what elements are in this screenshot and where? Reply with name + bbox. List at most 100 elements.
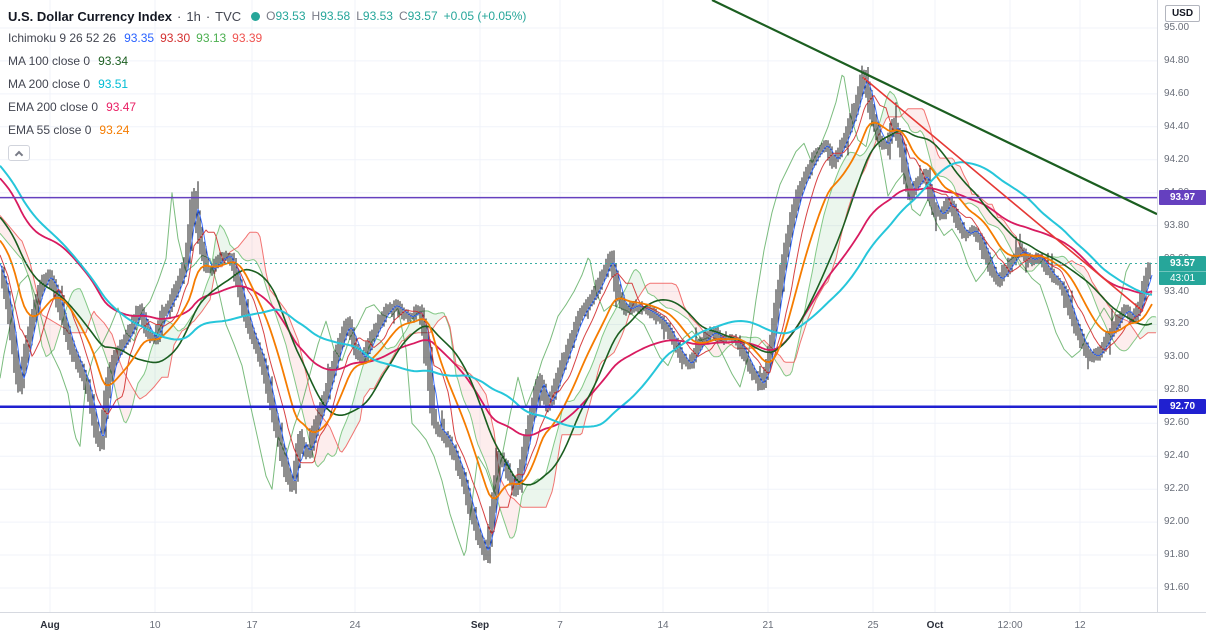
ichimoku-cloud [478, 382, 480, 450]
ichimoku-cloud [262, 248, 264, 280]
ichimoku-cloud [840, 163, 842, 241]
ichimoku-cloud [1080, 265, 1082, 275]
ichimoku-cloud [156, 331, 158, 385]
ichimoku-cloud [930, 127, 932, 167]
indicator-row-0[interactable]: Ichimoku 9 26 52 26 93.35 93.30 93.13 93.39 [8, 26, 526, 49]
ichimoku-cloud [164, 320, 166, 378]
ichimoku-cloud [778, 354, 780, 368]
indicator-value: 93.51 [98, 76, 129, 91]
ichimoku-cloud [588, 369, 590, 411]
indicator-row-1[interactable]: MA 100 close 0 93.34 [8, 49, 526, 72]
ichimoku-cloud [304, 364, 306, 427]
ichimoku-cloud [892, 93, 894, 117]
close-value: 93.57 [407, 9, 438, 23]
ichimoku-cloud [938, 154, 940, 177]
ichimoku-cloud [1108, 305, 1110, 336]
ichimoku-cloud [322, 416, 324, 463]
ichimoku-cloud [482, 388, 484, 459]
ichimoku-cloud [918, 108, 920, 133]
ichimoku-cloud [1004, 220, 1006, 240]
ichimoku-cloud [1156, 317, 1157, 333]
ichimoku-cloud [378, 339, 380, 382]
price-tick-label: 92.80 [1164, 384, 1190, 396]
ichimoku-cloud [650, 283, 652, 296]
ichimoku-cloud [906, 108, 908, 125]
ichimoku-cloud [382, 342, 384, 374]
ichimoku-cloud [636, 269, 638, 301]
ichimoku-cloud [1128, 321, 1130, 349]
ichimoku-cloud [838, 167, 840, 250]
ichimoku-cloud [604, 327, 606, 361]
ichimoku-cloud [946, 158, 948, 180]
time-axis[interactable]: Aug 10 17 24 Sep 7 14 21 25 Oct 12:00 12 [0, 612, 1206, 638]
ichimoku-cloud [524, 487, 526, 508]
indicator-row-2[interactable]: MA 200 close 0 93.51 [8, 72, 526, 95]
ichimoku-cloud [850, 152, 852, 203]
ichimoku-cloud [254, 232, 256, 262]
ichimoku-cloud [270, 289, 272, 305]
price-tick-label: 94.40 [1164, 120, 1190, 132]
ichimoku-cloud [658, 283, 660, 303]
symbol-title[interactable]: U.S. Dollar Currency Index [8, 8, 172, 24]
indicator-row-3[interactable]: EMA 200 close 0 93.47 [8, 95, 526, 118]
ichimoku-cloud [612, 312, 614, 355]
ichimoku-cloud [12, 229, 14, 251]
ichimoku-cloud [832, 183, 834, 271]
ichimoku-cloud [244, 237, 246, 261]
ichimoku-cloud [82, 292, 84, 333]
ichimoku-cloud [104, 322, 106, 358]
overlay-ma-100 [0, 130, 1153, 486]
trend-line-2[interactable] [862, 76, 1144, 312]
indicator-row-4[interactable]: EMA 55 close 0 93.24 [8, 118, 526, 141]
ichimoku-cloud [0, 215, 2, 236]
ichimoku-cloud [362, 363, 364, 408]
ichimoku-cloud [1122, 318, 1124, 351]
time-tick-label: 7 [557, 620, 563, 631]
currency-button[interactable]: USD [1165, 5, 1200, 22]
ichimoku-cloud [936, 148, 938, 176]
ichimoku-cloud [1002, 219, 1004, 236]
price-chart[interactable]: U.S. Dollar Currency Index · 1h · TVC O9… [0, 0, 1157, 612]
ichimoku-cloud [466, 371, 468, 410]
ichimoku-cloud [920, 108, 922, 133]
close-label: C [398, 9, 408, 23]
legend-collapse-button[interactable] [8, 145, 30, 161]
ichimoku-cloud [500, 477, 502, 515]
price-tick-label: 94.80 [1164, 54, 1190, 66]
ichimoku-cloud [540, 478, 542, 508]
ichimoku-cloud [600, 336, 602, 365]
ichimoku-cloud [922, 108, 924, 136]
time-tick-label: 12:00 [997, 620, 1023, 631]
ichimoku-cloud [400, 336, 402, 344]
price-axis[interactable]: USD 95.0094.8094.6094.4094.2094.0093.809… [1157, 0, 1206, 612]
ichimoku-cloud [828, 194, 830, 282]
ichimoku-cloud [48, 318, 50, 356]
indicator-value: 93.47 [106, 99, 137, 114]
ichimoku-cloud [52, 320, 54, 352]
interval-label[interactable]: 1h [186, 8, 201, 24]
high-label: H [311, 9, 321, 23]
exchange-label: TVC [215, 8, 242, 24]
ichimoku-cloud [344, 421, 346, 450]
trend-line-1[interactable] [711, 0, 1157, 216]
ichimoku-cloud [550, 451, 552, 497]
ichimoku-cloud [824, 207, 826, 286]
ichimoku-cloud [674, 284, 676, 311]
price-tick-label: 93.80 [1164, 219, 1190, 231]
symbol-legend-row[interactable]: U.S. Dollar Currency Index · 1h · TVC O9… [8, 6, 526, 26]
ichimoku-cloud [298, 340, 300, 402]
ichimoku-cloud [166, 320, 168, 378]
price-tick-label: 91.60 [1164, 581, 1190, 593]
ichimoku-cloud [142, 374, 144, 398]
ichimoku-cloud [654, 283, 656, 298]
ichimoku-cloud [100, 318, 102, 347]
time-tick-label: 21 [762, 620, 774, 631]
price-label-value: 93.97 [1169, 191, 1196, 203]
ichimoku-cloud [820, 223, 822, 293]
ichimoku-cloud [1154, 316, 1156, 333]
price-tick-label: 93.00 [1164, 351, 1190, 363]
ichimoku-cloud [1000, 217, 1002, 233]
chart-canvas[interactable] [0, 0, 1157, 612]
ichimoku-cloud [640, 273, 642, 295]
